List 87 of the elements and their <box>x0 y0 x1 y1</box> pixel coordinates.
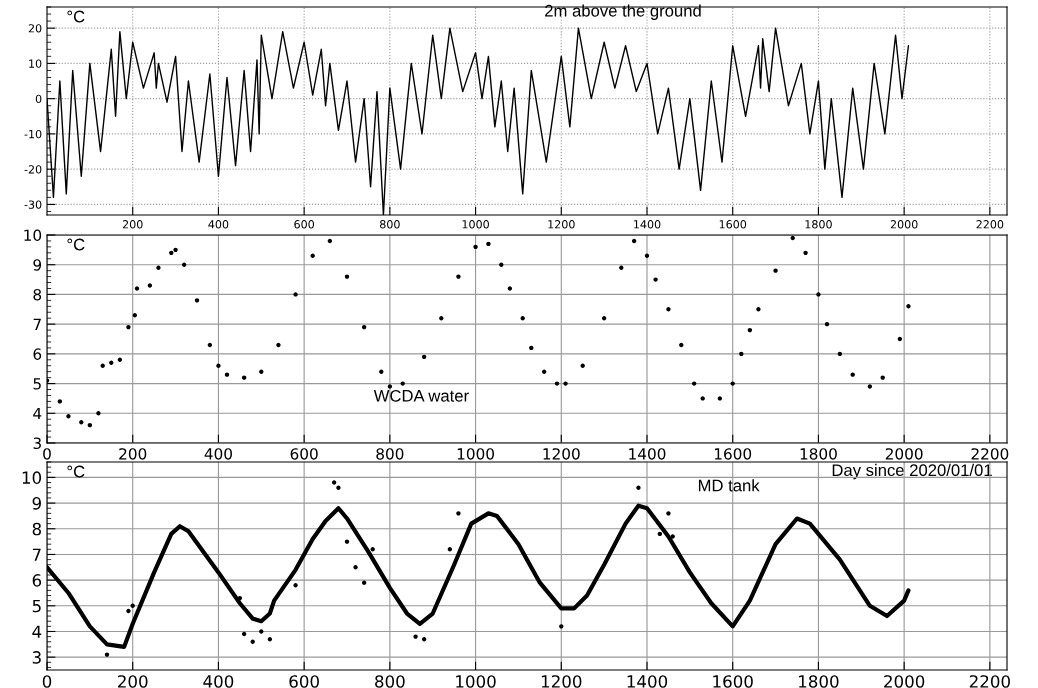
y-tick-label: 7 <box>32 548 41 561</box>
x-tick-label: 1000 <box>456 675 496 688</box>
y-tick-label: 0 <box>35 94 42 104</box>
x-tick-label: 1200 <box>541 675 582 688</box>
y-tick-label: 6 <box>32 574 42 587</box>
x-tick-label: 1000 <box>462 220 489 229</box>
x-tick-label: 600 <box>290 448 318 460</box>
point <box>250 639 255 644</box>
point <box>331 480 337 485</box>
y-tick-label: 8 <box>33 288 42 301</box>
y-tick-label: 10 <box>24 229 42 242</box>
y-axis-title: °C <box>67 10 85 23</box>
x-tick-label: 2200 <box>969 675 1010 688</box>
x-tick-label: 0 <box>43 448 51 460</box>
y-axis-title: °C <box>67 238 85 251</box>
point <box>259 629 264 634</box>
y-tick-label: 9 <box>33 259 42 271</box>
y-tick-label: 9 <box>32 497 41 510</box>
x-tick-label: 2000 <box>885 448 923 460</box>
x-tick-label: 600 <box>289 675 319 688</box>
y-tick-label: -30 <box>24 200 42 209</box>
y-tick-label: 7 <box>33 318 41 330</box>
x-tick-label: 0 <box>42 675 52 688</box>
x-axis-title: Day since 2020/01/01 <box>832 463 992 480</box>
x-tick-label: 1800 <box>805 220 832 229</box>
point <box>657 531 663 537</box>
x-tick-label: 200 <box>118 675 148 688</box>
y-tick-label: 5 <box>32 599 41 613</box>
point <box>370 547 375 552</box>
y-tick-label: 6 <box>33 348 42 360</box>
x-tick-label: 800 <box>375 675 405 688</box>
x-tick-label: 2000 <box>884 675 925 688</box>
point <box>130 603 135 608</box>
point <box>421 636 427 642</box>
point <box>456 511 461 516</box>
point <box>559 624 564 629</box>
point <box>267 636 273 642</box>
y-tick-label: 20 <box>28 24 42 33</box>
x-tick-label: 800 <box>376 448 404 460</box>
text: MD tank <box>698 479 760 492</box>
y-tick-label: -20 <box>24 165 42 174</box>
x-tick-label: 400 <box>208 220 229 229</box>
point <box>241 631 247 637</box>
y-tick-label: 3 <box>33 437 41 450</box>
y-tick-label: 5 <box>33 378 41 390</box>
y-tick-label: 4 <box>32 625 42 638</box>
text: WCDA water <box>373 389 469 402</box>
y-tick-label: 10 <box>29 59 42 68</box>
point <box>666 511 671 516</box>
point <box>447 547 453 552</box>
point <box>336 485 341 490</box>
chart-title: 2m above the ground <box>545 4 701 20</box>
y-tick-label: 8 <box>32 522 41 536</box>
point <box>126 608 131 614</box>
x-tick-label: 1800 <box>799 675 839 688</box>
y-tick-label: 3 <box>32 651 41 664</box>
x-tick-label: 1400 <box>627 675 668 688</box>
point <box>344 539 350 544</box>
y-tick-label: 4 <box>33 407 42 420</box>
point <box>353 565 358 570</box>
x-tick-label: 1800 <box>800 448 837 460</box>
x-tick-label: 1200 <box>548 220 575 229</box>
x-tick-label: 1400 <box>629 448 666 460</box>
x-tick-label: 1200 <box>543 448 580 460</box>
point <box>293 583 298 588</box>
point <box>670 534 675 539</box>
x-tick-label: 1000 <box>457 448 494 460</box>
x-tick-label: 2000 <box>890 220 918 229</box>
x-tick-label: 1600 <box>713 675 753 688</box>
x-tick-label: 1600 <box>714 448 752 460</box>
y-tick-label: 10 <box>22 471 42 484</box>
x-tick-label: 400 <box>203 675 234 688</box>
x-tick-label: 400 <box>204 448 232 460</box>
x-tick-label: 1600 <box>719 220 747 229</box>
x-tick-label: 800 <box>380 220 400 229</box>
point <box>636 485 641 490</box>
x-tick-label: 200 <box>122 220 143 229</box>
x-tick-label: 200 <box>119 448 147 460</box>
x-tick-label: 600 <box>294 220 315 229</box>
x-tick-label: 2200 <box>971 448 1009 460</box>
point <box>361 580 367 585</box>
x-tick-label: 2200 <box>976 220 1004 229</box>
point <box>104 652 110 657</box>
y-axis-title: °C <box>67 465 85 478</box>
x-tick-label: 1400 <box>634 220 661 229</box>
point <box>413 634 418 639</box>
y-tick-label: -10 <box>24 129 42 139</box>
